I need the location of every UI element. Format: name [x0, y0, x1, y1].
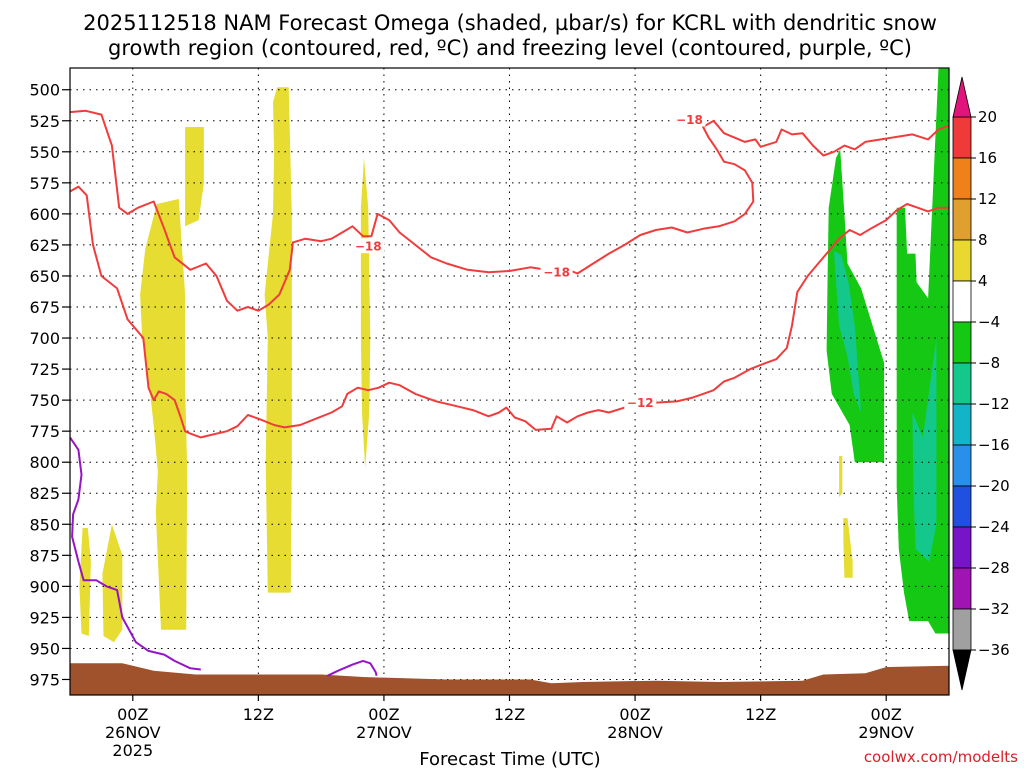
colorbar-segment-10 — [952, 526, 972, 569]
colorbar-segment-12 — [952, 608, 972, 651]
colorbar-label-1: 16 — [978, 149, 997, 167]
y-tick-label-975: 975 — [29, 670, 60, 689]
y-tick-label-800: 800 — [29, 453, 60, 472]
colorbar-bottom-arrow — [952, 649, 972, 691]
y-tick-label-875: 875 — [29, 546, 60, 565]
omega-region-1 — [102, 524, 123, 643]
colorbar-label-12: −32 — [978, 600, 1010, 618]
colorbar-label-3: 8 — [978, 231, 988, 249]
colorbar-label-2: 12 — [978, 190, 997, 208]
omega-region-10 — [833, 251, 862, 413]
y-tick-label-650: 650 — [29, 267, 60, 286]
colorbar-label-0: 20 — [978, 108, 997, 126]
y-tick-label-900: 900 — [29, 577, 60, 596]
credit-text: coolwx.com/modelts — [864, 748, 1018, 766]
omega-region-11 — [912, 338, 937, 562]
colorbar-segment-8 — [952, 444, 972, 487]
x-tick-year-6: 2025 — [112, 741, 153, 760]
contour-dgz-18 — [70, 109, 949, 312]
contour-label-dgz-12: −12 — [627, 396, 654, 410]
colorbar-label-9: −20 — [978, 477, 1010, 495]
contour-label-bg-dgz-12 — [624, 394, 657, 410]
colorbar-segment-2 — [952, 198, 972, 241]
colorbar-label-11: −28 — [978, 559, 1010, 577]
omega-region-6 — [839, 456, 843, 497]
x-tick-label-78: 00Z — [871, 705, 902, 724]
x-tick-label-54: 00Z — [619, 705, 650, 724]
contour-label-bg-dgz-18b — [540, 264, 573, 280]
x-tick-label-30: 00Z — [368, 705, 399, 724]
y-tick-label-925: 925 — [29, 608, 60, 627]
omega-region-7 — [843, 518, 853, 578]
y-tick-label-675: 675 — [29, 298, 60, 317]
y-tick-label-600: 600 — [29, 205, 60, 224]
y-tick-label-750: 750 — [29, 391, 60, 410]
y-axis: 500 525 550 575 600 625 650 675 700 725 750 775 800 8… — [29, 81, 70, 689]
colorbar-segment-9 — [952, 485, 972, 528]
y-tick-label-575: 575 — [29, 174, 60, 193]
y-tick-label-525: 525 — [29, 112, 60, 131]
contour-freezing-b — [326, 659, 378, 677]
x-tick-label-66: 12Z — [745, 705, 776, 724]
x-tick-date-30: 27NOV — [356, 723, 412, 742]
y-tick-label-550: 550 — [29, 143, 60, 162]
colorbar-segment-6 — [952, 362, 972, 405]
colorbar-segment-11 — [952, 567, 972, 610]
contour-label-dgz-18b: −18 — [543, 266, 570, 280]
x-tick-label-42: 12Z — [494, 705, 525, 724]
colorbar-segment-5 — [952, 321, 972, 364]
colorbar-segment-1 — [952, 157, 972, 200]
omega-region-0 — [79, 528, 91, 636]
y-tick-label-500: 500 — [29, 81, 60, 100]
y-tick-label-775: 775 — [29, 422, 60, 441]
grid-layer — [70, 68, 949, 695]
x-tick-label-6: 00Z — [117, 705, 148, 724]
omega-region-3 — [185, 127, 204, 227]
terrain-layer — [70, 663, 949, 695]
colorbar-label-7: −12 — [978, 395, 1010, 413]
contour-layer: −18 −18 −18 −12 — [70, 109, 949, 677]
colorbar-label-8: −16 — [978, 436, 1010, 454]
y-tick-label-850: 850 — [29, 515, 60, 534]
x-tick-date-6: 26NOV — [105, 723, 161, 742]
omega-region-8 — [826, 149, 885, 463]
y-tick-label-950: 950 — [29, 639, 60, 658]
colorbar-segment-0 — [952, 116, 972, 159]
contour-label-dgz-18c: −18 — [676, 113, 703, 127]
y-tick-label-825: 825 — [29, 484, 60, 503]
colorbar-segment-3 — [952, 239, 972, 282]
colorbar-label-6: −8 — [978, 354, 1000, 372]
x-tick-date-54: 28NOV — [607, 723, 663, 742]
colorbar-label-5: −4 — [978, 313, 1000, 331]
chart-title-line-1: 2025112518 NAM Forecast Omega (shaded, µ… — [83, 11, 937, 35]
y-tick-label-700: 700 — [29, 329, 60, 348]
colorbar-label-4: 4 — [978, 272, 988, 290]
colorbar-segment-7 — [952, 403, 972, 446]
contour-dgz-12 — [70, 185, 949, 439]
colorbar-label-10: −24 — [978, 518, 1010, 536]
colorbar-top-arrow — [952, 76, 972, 118]
x-tick-label-18: 12Z — [243, 705, 274, 724]
colorbar-label-13: −36 — [978, 641, 1010, 659]
contour-label-dgz-18: −18 — [355, 240, 382, 254]
terrain-fill — [70, 663, 949, 695]
y-tick-label-625: 625 — [29, 236, 60, 255]
chart-title-line-2: growth region (contoured, red, ºC) and f… — [108, 36, 912, 60]
plot-area: −18 −18 −18 −12 — [70, 68, 949, 695]
x-axis-label: Forecast Time (UTC) — [419, 749, 600, 768]
contour-label-bg-dgz-18 — [352, 238, 385, 254]
colorbar-segment-4 — [952, 280, 972, 323]
colorbar: 20 16 12 8 4 −4 −8 −12 −16 −20 −24 −28 −32 −36 — [952, 76, 1010, 691]
x-tick-date-78: 29NOV — [858, 723, 914, 742]
contour-freezing — [70, 436, 201, 671]
y-tick-label-725: 725 — [29, 360, 60, 379]
contour-label-bg-dgz-18c — [673, 111, 706, 127]
